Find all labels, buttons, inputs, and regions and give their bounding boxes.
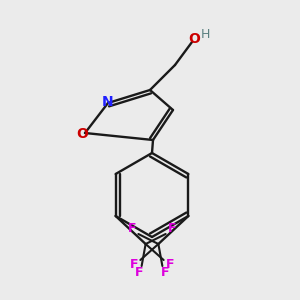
Text: F: F (165, 259, 174, 272)
Text: F: F (134, 266, 143, 280)
Text: F: F (167, 223, 176, 236)
Text: H: H (200, 28, 210, 41)
Text: O: O (76, 127, 88, 141)
Text: O: O (188, 32, 200, 46)
Text: F: F (128, 223, 136, 236)
Text: N: N (102, 95, 114, 109)
Text: F: F (161, 266, 170, 280)
Text: F: F (130, 259, 139, 272)
